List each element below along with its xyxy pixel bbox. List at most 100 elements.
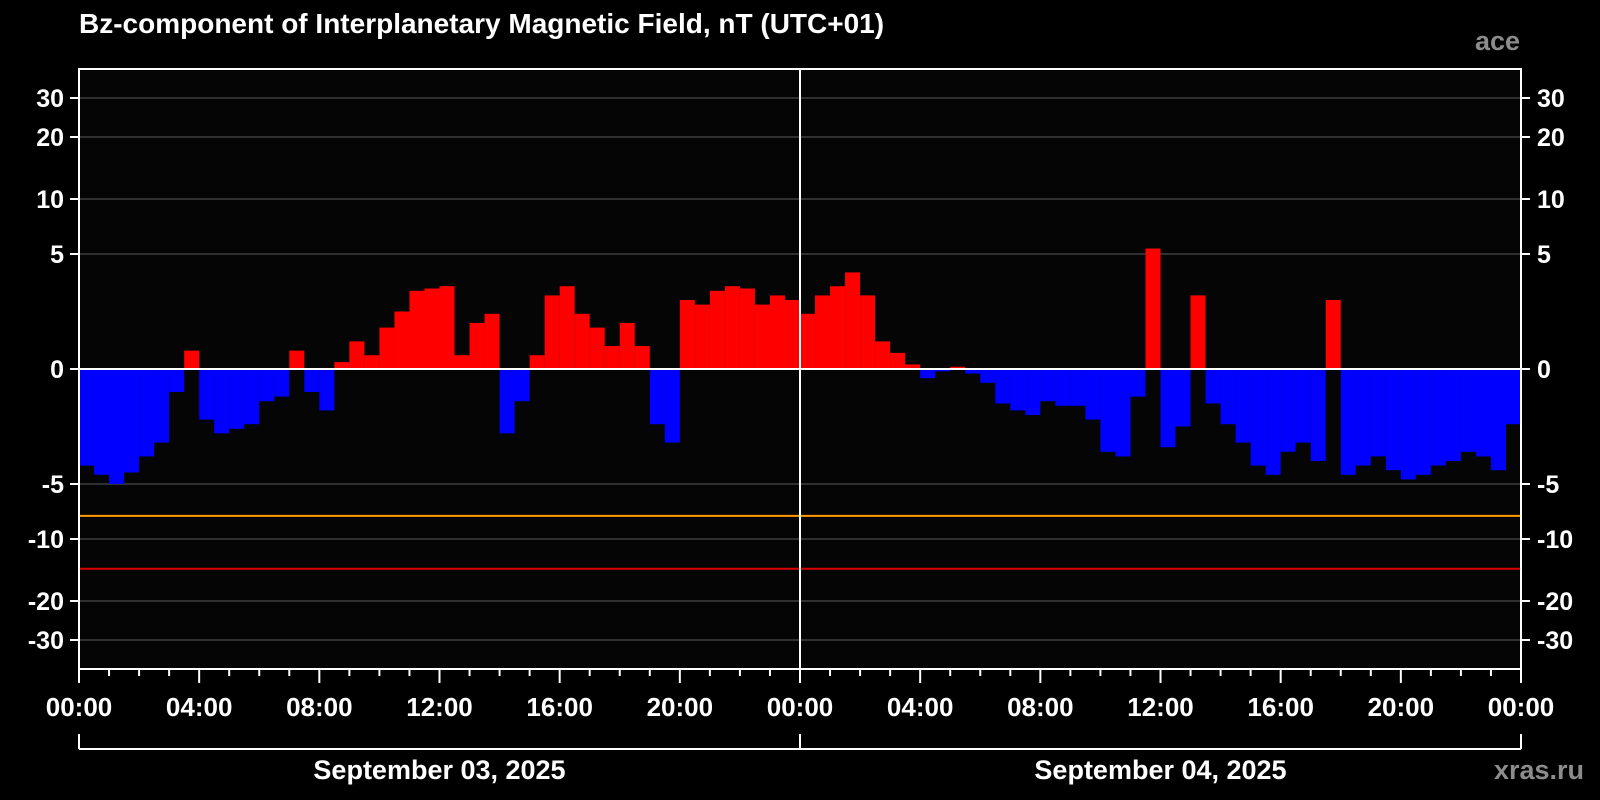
y-tick-label: -30	[1537, 627, 1573, 655]
bz-bar	[1505, 369, 1521, 425]
bz-bar	[589, 327, 605, 369]
bz-bar	[454, 355, 470, 369]
bz-bar	[694, 304, 710, 369]
bz-bar	[1115, 369, 1131, 457]
y-tick-label: -10	[1537, 526, 1573, 554]
x-tick-label: 04:00	[166, 692, 233, 722]
bz-bar	[424, 288, 440, 369]
y-tick-label: 5	[50, 241, 64, 269]
bz-bar	[364, 355, 380, 369]
bz-bar	[1205, 369, 1221, 404]
y-axis-right: 30 20 10 5 0 -5 -10 -20 -30	[1521, 85, 1573, 655]
bz-bar	[1040, 369, 1056, 402]
bz-bar	[229, 369, 245, 429]
bz-bar	[1100, 369, 1116, 452]
bz-bar	[860, 295, 876, 369]
bz-bar	[1355, 369, 1371, 466]
bz-bar	[304, 369, 320, 392]
bz-bar	[1265, 369, 1281, 475]
bz-bar	[529, 355, 545, 369]
x-tick-label: 20:00	[1368, 692, 1435, 722]
bz-bar	[124, 369, 140, 473]
bz-bar	[379, 327, 395, 369]
bz-bar	[739, 288, 755, 369]
bz-bar	[1415, 369, 1431, 475]
bz-bar	[1370, 369, 1386, 457]
bz-bar	[169, 369, 185, 392]
bz-bar	[1445, 369, 1461, 461]
y-tick-label: -5	[1537, 471, 1559, 499]
bz-bar	[1025, 369, 1041, 415]
y-tick-label: 20	[36, 124, 64, 152]
y-tick-label: -10	[28, 526, 64, 554]
bz-bar	[139, 369, 155, 457]
bz-bar	[469, 323, 485, 369]
bz-bars	[79, 248, 1521, 484]
bz-bar	[649, 369, 665, 425]
x-axis: 00:00 04:00 08:00 12:00 16:00 20:00 00:00 04:00…	[46, 669, 1555, 722]
bz-bar	[1400, 369, 1416, 480]
x-tick-label: 08:00	[1007, 692, 1074, 722]
bz-bar	[319, 369, 335, 411]
bz-bar	[559, 286, 575, 369]
bz-bar	[800, 313, 816, 369]
bz-bar	[1490, 369, 1506, 471]
x-tick-label: 00:00	[46, 692, 113, 722]
y-tick-label: 20	[1537, 124, 1565, 152]
bz-bar	[1280, 369, 1296, 452]
bz-bar	[920, 369, 936, 379]
x-tick-label: 16:00	[1247, 692, 1314, 722]
bz-bar	[1190, 295, 1206, 369]
bz-bar	[769, 295, 785, 369]
bz-bar	[1385, 369, 1401, 471]
bz-bar	[409, 290, 425, 369]
x-tick-label: 12:00	[1127, 692, 1194, 722]
x-tick-label: 12:00	[406, 692, 473, 722]
bz-bar	[289, 350, 305, 369]
bz-bar	[94, 369, 110, 475]
bz-bar	[514, 369, 530, 402]
bz-bar	[634, 346, 650, 369]
bz-bar	[544, 295, 560, 369]
y-tick-label: -5	[42, 471, 64, 499]
bz-bar	[499, 369, 515, 434]
bz-bar	[1160, 369, 1176, 448]
bz-bar	[754, 304, 770, 369]
bz-bar	[199, 369, 215, 420]
y-tick-label: 30	[1537, 85, 1565, 113]
bz-bar	[935, 369, 951, 372]
bz-bar	[154, 369, 170, 443]
bz-bar	[1130, 369, 1146, 397]
bz-bar	[995, 369, 1011, 404]
day-label: September 03, 2025	[313, 755, 565, 785]
day-label: September 04, 2025	[1034, 755, 1286, 785]
y-tick-label: 0	[50, 356, 64, 384]
bz-bar	[1010, 369, 1026, 411]
bz-bar	[950, 366, 966, 369]
bz-bar	[1310, 369, 1326, 461]
bz-bar	[1430, 369, 1446, 466]
x-tick-label: 16:00	[526, 692, 593, 722]
bz-bar	[574, 313, 590, 369]
y-axis-left: 30 20 10 5 0 -5 -10 -20 -30	[28, 85, 79, 655]
bz-bar	[980, 369, 996, 383]
y-tick-label: 5	[1537, 241, 1551, 269]
bz-bar	[1235, 369, 1251, 443]
y-tick-label: 10	[36, 186, 64, 214]
bz-bar	[875, 341, 891, 369]
y-tick-label: 0	[1537, 356, 1551, 384]
x-tick-label: 04:00	[887, 692, 954, 722]
bz-bar	[1220, 369, 1236, 425]
bz-bar	[184, 350, 200, 369]
bz-bar	[1070, 369, 1086, 406]
x-tick-label: 00:00	[1488, 692, 1555, 722]
bz-bar	[109, 369, 125, 484]
y-tick-label: -30	[28, 627, 64, 655]
bz-bar	[349, 341, 365, 369]
bz-bar	[890, 352, 906, 369]
x-tick-label: 20:00	[647, 692, 714, 722]
site-watermark: xras.ru	[1493, 755, 1584, 785]
bz-bar	[274, 369, 290, 397]
bz-bar	[815, 295, 831, 369]
